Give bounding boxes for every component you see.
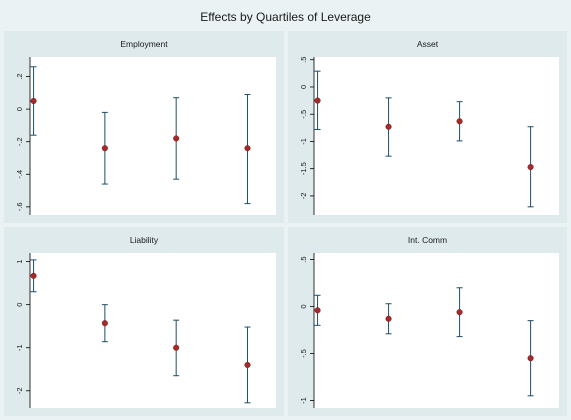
estimate-point [173,135,180,142]
y-tick-label: -1.5 [299,162,308,175]
y-tick-label: 1 [15,260,24,264]
panel-title: Liability [130,235,159,245]
estimate-point [101,320,108,327]
y-tick-label: -.2 [15,137,24,146]
plot-area [30,57,276,215]
panel-4: Int. Comm .5 0 -.5 -1 [288,227,567,416]
estimate-point [244,361,251,368]
estimate-point [101,145,108,152]
estimate-point [173,344,180,351]
y-tick-label: 0 [299,85,308,89]
panel-3: Liability 1 0 -1 -2 [4,227,284,416]
estimate-point [30,272,37,279]
estimate-point [456,118,463,125]
estimate-point [30,97,37,105]
y-tick-label: -1 [299,138,308,145]
estimate-point [456,309,463,316]
estimate-point [527,355,534,362]
plot-area [314,253,559,408]
estimate-point [385,315,392,322]
y-tick-label: 0 [15,303,24,307]
y-tick-label: -2 [15,387,24,394]
y-tick-label: 0 [15,107,24,111]
y-tick-label: -.6 [15,202,24,211]
estimate-point [385,123,392,130]
y-tick-label: .2 [15,73,24,79]
plot-area [314,57,559,215]
y-tick-label: -2 [299,193,308,200]
y-tick-label: -1 [15,344,24,351]
estimate-point [244,145,251,152]
y-tick-label: -.4 [15,170,24,179]
plot-area [30,253,276,408]
y-tick-label: 0 [299,304,308,308]
panel-1: Employment .2 0 -.2 -.4 -.6 [4,31,284,223]
chart-title: Effects by Quartiles of Leverage [200,10,371,24]
panel-title: Employment [120,39,168,49]
panel-2: Asset .5 0 -.5 -1 -1.5 -2 [288,31,567,223]
estimate-point [314,307,321,314]
y-tick-label: -.5 [299,110,308,119]
estimate-point [314,97,321,104]
y-tick-label: .5 [299,256,308,262]
y-tick-label: -1 [299,397,308,404]
panel-title: Asset [417,39,439,49]
y-tick-label: -.5 [299,349,308,358]
y-tick-label: .5 [299,57,308,63]
estimate-point [527,164,534,171]
panel-title: Int. Comm [408,235,447,245]
